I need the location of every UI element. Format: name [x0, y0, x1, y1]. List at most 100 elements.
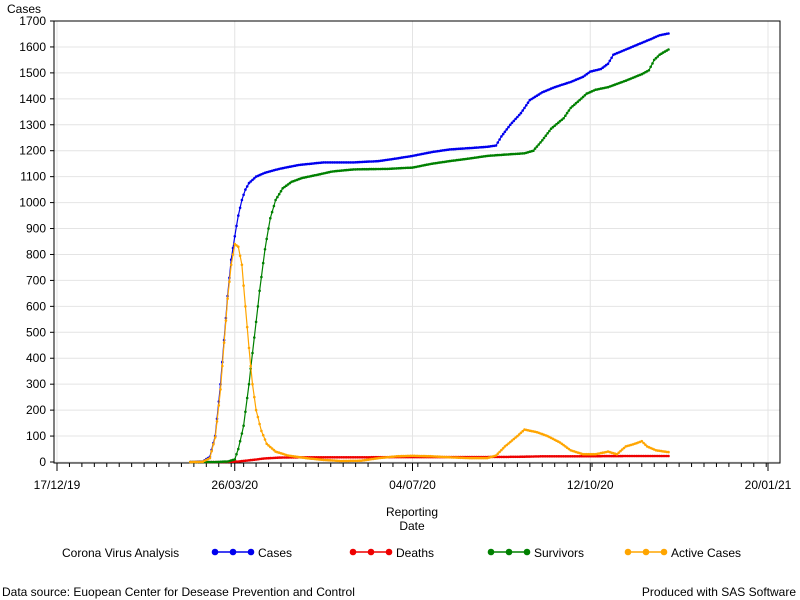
data-point	[544, 134, 548, 137]
data-point	[640, 454, 644, 458]
data-point	[587, 454, 590, 458]
data-point	[208, 456, 212, 460]
data-point	[503, 445, 507, 448]
data-point	[592, 454, 596, 458]
x-tick-label: 17/12/19	[34, 478, 81, 492]
data-point	[665, 454, 668, 458]
data-point	[585, 454, 588, 458]
data-point	[221, 364, 224, 368]
data-point	[640, 439, 644, 443]
data-point	[519, 111, 523, 115]
data-point	[631, 454, 635, 458]
data-point	[356, 168, 359, 171]
data-point	[283, 185, 286, 189]
data-point	[604, 454, 608, 458]
data-point	[279, 189, 283, 193]
data-point	[510, 121, 514, 125]
data-point	[652, 58, 656, 62]
data-point	[590, 454, 594, 458]
data-point	[324, 456, 327, 459]
data-point	[352, 456, 356, 459]
data-point	[452, 456, 455, 459]
data-point	[601, 454, 604, 458]
data-point	[235, 452, 238, 456]
data-point	[471, 456, 475, 460]
data-point	[617, 451, 620, 455]
data-point	[647, 69, 651, 72]
data-point	[258, 422, 261, 426]
data-point	[356, 456, 359, 459]
data-point	[503, 130, 507, 134]
data-point	[464, 456, 468, 460]
legend-marker	[211, 548, 219, 556]
legend-label: Survivors	[534, 546, 584, 560]
data-point	[496, 455, 500, 459]
data-point	[331, 456, 334, 459]
data-point	[368, 167, 372, 171]
data-point	[189, 460, 192, 464]
data-point	[619, 449, 622, 453]
data-point	[325, 456, 329, 459]
legend-marker	[247, 548, 255, 556]
data-point	[283, 456, 286, 459]
data-point	[260, 429, 263, 433]
data-point	[622, 446, 626, 450]
data-point	[512, 455, 516, 459]
data-point	[571, 455, 574, 458]
y-tick-label: 200	[26, 403, 46, 417]
data-point	[498, 138, 501, 141]
data-point	[638, 454, 642, 458]
data-point	[656, 454, 660, 458]
y-axis: 0 100 200 300 400 500 600 700 800 900 1000 1100 1200…	[19, 14, 54, 469]
data-point	[270, 210, 274, 214]
data-point	[505, 128, 509, 131]
data-point	[553, 455, 556, 458]
data-point	[519, 455, 523, 459]
data-point	[636, 454, 640, 458]
data-point	[267, 444, 270, 447]
data-point	[512, 119, 516, 123]
data-point	[238, 206, 242, 210]
data-point	[642, 454, 645, 458]
data-point	[496, 452, 500, 456]
data-point	[507, 125, 510, 129]
data-point	[370, 167, 373, 171]
y-tick-label: 800	[26, 247, 46, 261]
data-point	[530, 455, 533, 458]
footnote-produced: Produced with SAS Software	[642, 585, 796, 599]
data-point	[333, 456, 336, 459]
data-point	[580, 97, 583, 100]
data-point	[276, 195, 279, 199]
data-point	[352, 168, 356, 171]
data-point	[245, 325, 249, 329]
data-point	[267, 227, 270, 230]
data-point	[526, 101, 530, 104]
data-point	[622, 454, 626, 458]
data-point	[349, 456, 352, 459]
data-point	[238, 439, 242, 443]
data-point	[357, 168, 361, 171]
data-point	[338, 456, 341, 459]
data-point	[667, 48, 670, 51]
data-point	[249, 364, 252, 368]
data-point	[656, 55, 660, 58]
data-point	[322, 456, 325, 459]
legend-marker	[660, 548, 668, 556]
data-point	[285, 184, 288, 187]
data-point	[654, 56, 658, 60]
legend-marker	[624, 548, 632, 556]
series-line	[190, 32, 669, 463]
data-point	[244, 305, 247, 308]
data-point	[539, 141, 542, 144]
data-point	[516, 455, 519, 459]
data-point	[253, 395, 256, 399]
data-point	[329, 456, 333, 459]
y-tick-label: 1100	[20, 170, 46, 184]
data-point	[251, 351, 254, 355]
x-axis-title-line2: Date	[399, 519, 425, 533]
data-point	[583, 454, 587, 458]
data-point	[281, 187, 285, 190]
data-point	[285, 456, 288, 459]
legend-label: Active Cases	[671, 546, 741, 560]
data-point	[558, 119, 562, 123]
